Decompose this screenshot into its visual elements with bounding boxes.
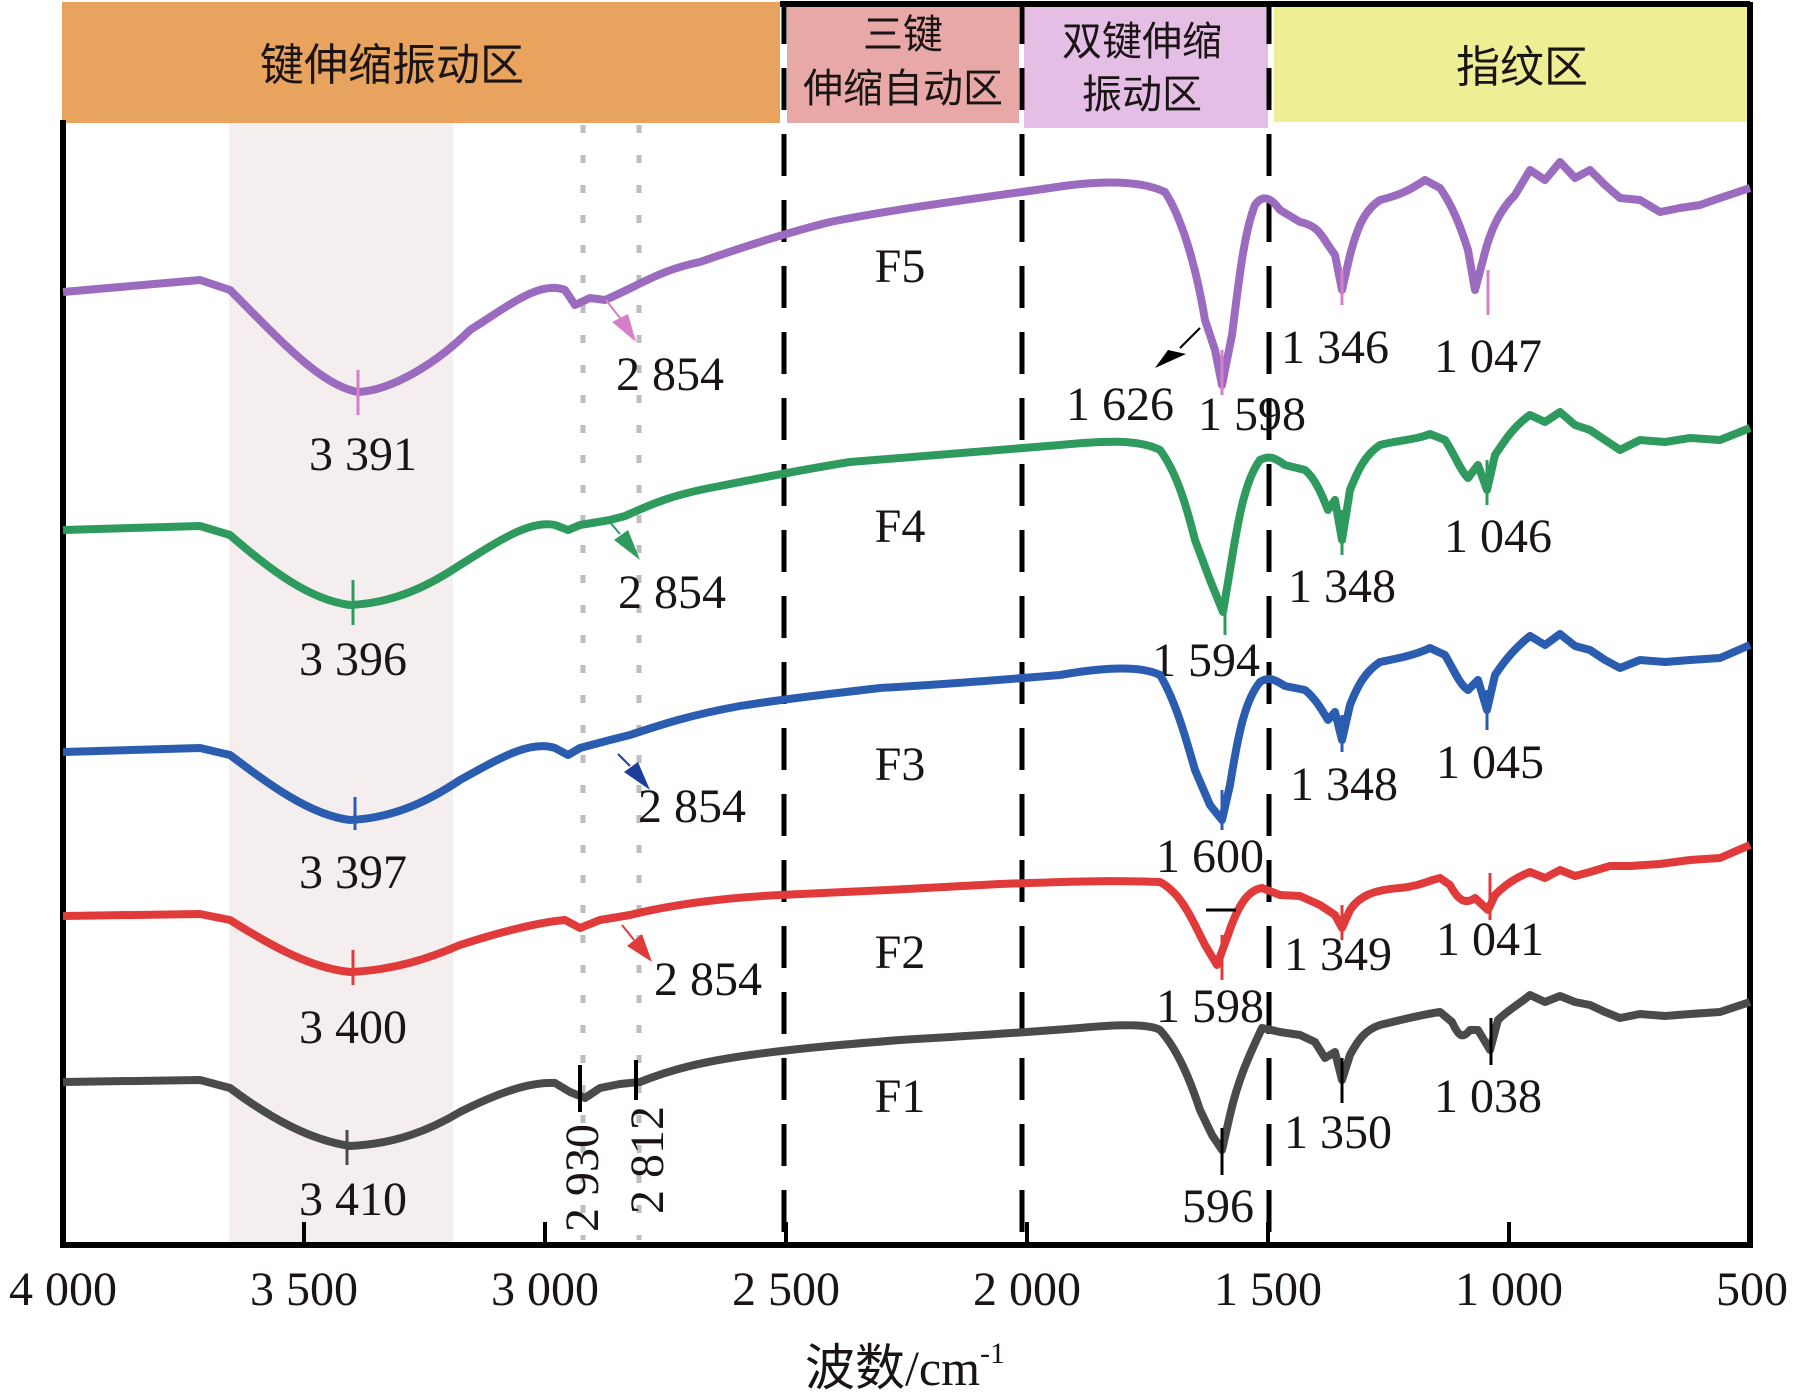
region-band-fingerprint (1274, 4, 1750, 122)
f5-peak-label-3391: 3 391 (309, 428, 417, 481)
f4-peak-label-1046: 1 046 (1444, 510, 1552, 563)
region-label-3a: 双键伸缩 (1062, 19, 1222, 65)
region-label-2b: 伸缩自动区 (803, 66, 1003, 112)
f1-peak-label-1038: 1 038 (1434, 1070, 1542, 1123)
tick-label-3500: 3 500 (250, 1263, 358, 1316)
series-f3-curve (62, 630, 1752, 824)
f1-peak-label-2812: 2 812 (621, 1106, 674, 1214)
series-label-f4: F4 (875, 500, 926, 553)
f2-peak-label-1349: 1 349 (1284, 928, 1392, 981)
f3-peak-label-1348: 1 348 (1290, 758, 1398, 811)
series-f2-curve (62, 841, 1752, 976)
f4-peak-label-3396: 3 396 (299, 633, 407, 686)
series-f4-curve (62, 408, 1752, 616)
series-label-f2: F2 (875, 926, 926, 979)
f3-peak-label-2854: 2 854 (638, 780, 746, 833)
f5-arrow-1626 (1155, 327, 1201, 368)
f3-peak-label-1600: 1 600 (1156, 830, 1264, 883)
f4-peak-label-1348: 1 348 (1288, 560, 1396, 613)
series-f1-curve (62, 991, 1752, 1154)
f2-peak-label-2854: 2 854 (654, 953, 762, 1006)
region-label-3b: 振动区 (1082, 72, 1202, 118)
tick-label-1000: 1 000 (1455, 1263, 1563, 1316)
f5-arrow-2854 (605, 299, 636, 342)
f4-peak-label-1594: 1 594 (1152, 634, 1260, 687)
f5-peak-label-1626: 1 626 (1066, 378, 1174, 431)
oh-highlight-band (229, 123, 453, 1243)
series-label-f1: F1 (875, 1070, 926, 1123)
tick-label-3000: 3 000 (491, 1263, 599, 1316)
tick-label-4000: 4 000 (9, 1263, 117, 1316)
f4-arrow-2854 (607, 519, 640, 560)
f5-peak-label-1047: 1 047 (1434, 330, 1542, 383)
f1-peak-label-1350: 1 350 (1284, 1106, 1392, 1159)
f3-peak-label-1045: 1 045 (1436, 736, 1544, 789)
f1-peak-label-1596: 596 (1182, 1180, 1254, 1233)
series-label-f5: F5 (875, 240, 926, 293)
f3-peak-label-3397: 3 397 (299, 846, 407, 899)
f4-peak-label-2854: 2 854 (618, 566, 726, 619)
series-f5-curve (62, 158, 1752, 396)
f2-arrow-2854 (621, 924, 652, 962)
x-ticks (302, 1222, 1511, 1245)
tick-label-500: 500 (1716, 1263, 1788, 1316)
f2-peak-label-3400: 3 400 (299, 1001, 407, 1054)
tick-label-2000: 2 000 (973, 1263, 1081, 1316)
tick-label-2500: 2 500 (732, 1263, 840, 1316)
reference-lines (580, 125, 642, 1240)
region-label-4: 指纹区 (1456, 42, 1588, 93)
x-axis-label: 波数/cm-1 (805, 1337, 1005, 1394)
f2-peak-label-1041: 1 041 (1436, 913, 1544, 966)
f3-arrow-2854 (617, 753, 650, 790)
f1-peak-label-2930: 2 930 (556, 1124, 609, 1232)
region-bands (62, 2, 1750, 128)
region-label-2a: 三键 (863, 12, 943, 58)
tick-label-1500: 1 500 (1214, 1263, 1322, 1316)
x-tick-labels: 4 000 3 500 3 000 2 500 2 000 1 500 1 00… (9, 1263, 1788, 1316)
f1-peak-label-3410: 3 410 (299, 1173, 407, 1226)
f5-peak-label-2854: 2 854 (616, 348, 724, 401)
region-band-double-bond (1024, 2, 1268, 128)
region-dividers (781, 2, 1272, 1245)
series-label-f3: F3 (875, 738, 926, 791)
axes-frame (60, 1, 1753, 1248)
region-band-single-bond (62, 2, 780, 123)
region-label-1: 键伸缩振动区 (260, 40, 524, 91)
f5-peak-label-1346: 1 346 (1281, 321, 1389, 374)
region-band-triple-bond (787, 4, 1019, 123)
f2-peak-label-1598: 1 598 (1156, 980, 1264, 1033)
f5-peak-label-1598: 1 598 (1198, 388, 1306, 441)
